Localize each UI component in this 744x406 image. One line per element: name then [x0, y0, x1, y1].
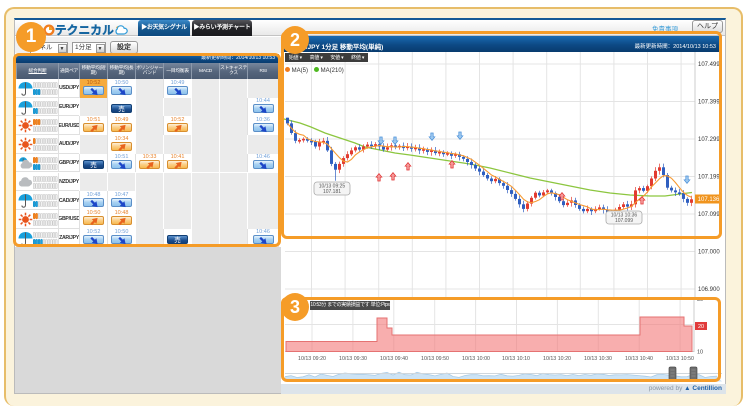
- svg-text:10/13 10:20: 10/13 10:20: [543, 356, 571, 362]
- svg-text:107.199: 107.199: [698, 175, 720, 181]
- svg-text:10/13 10:40: 10/13 10:40: [625, 356, 653, 362]
- svg-text:107.099: 107.099: [615, 218, 633, 224]
- svg-text:107.499: 107.499: [698, 62, 720, 68]
- svg-text:107.299: 107.299: [698, 137, 720, 143]
- svg-text:10/13 09:50: 10/13 09:50: [421, 356, 449, 362]
- svg-text:10/13 10:30: 10/13 10:30: [584, 356, 612, 362]
- svg-text:107.136: 107.136: [698, 197, 720, 203]
- svg-text:107.000: 107.000: [698, 250, 720, 256]
- svg-text:107.399: 107.399: [698, 100, 720, 106]
- svg-text:107.099: 107.099: [698, 212, 720, 218]
- svg-text:107.181: 107.181: [323, 189, 341, 195]
- svg-text:10/13 09:20: 10/13 09:20: [298, 356, 326, 362]
- svg-text:10/13 10:00: 10/13 10:00: [462, 356, 490, 362]
- svg-text:10/13 10:10: 10/13 10:10: [502, 356, 530, 362]
- svg-text:10/13 09:30: 10/13 09:30: [339, 356, 367, 362]
- svg-text:10/13 09:25: 10/13 09:25: [319, 184, 346, 190]
- svg-text:20: 20: [698, 324, 704, 330]
- svg-text:10: 10: [697, 350, 703, 356]
- svg-text:30: 30: [697, 297, 703, 303]
- svg-text:10/13 09:40: 10/13 09:40: [380, 356, 408, 362]
- svg-text:10/13 10:36: 10/13 10:36: [611, 213, 638, 219]
- svg-text:10/13 10:50: 10/13 10:50: [666, 356, 694, 362]
- svg-text:106.900: 106.900: [698, 287, 720, 293]
